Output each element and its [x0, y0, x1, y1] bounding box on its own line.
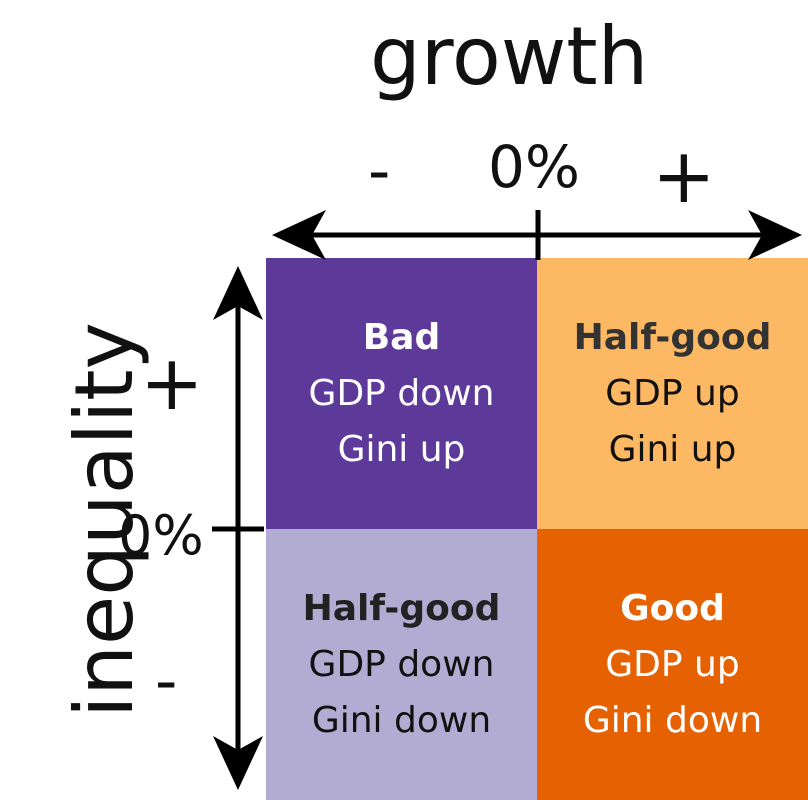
x-axis-zero-label: 0% [488, 133, 581, 201]
x-axis-plus-label: + [652, 131, 716, 220]
quadrant-half-good-bottom: Half-good GDP down Gini down [266, 529, 537, 800]
y-axis-down-arrow [213, 736, 263, 790]
quadrant-gdp: GDP up [605, 372, 740, 414]
quadrant-gini: Gini up [608, 428, 737, 470]
y-axis-plus-label: + [140, 338, 204, 427]
quadrant-heading: Good [620, 587, 725, 629]
quadrant-heading: Half-good [302, 587, 501, 629]
quadrant-half-good-top: Half-good GDP up Gini up [537, 258, 808, 529]
x-axis-minus-label: - [368, 134, 391, 207]
quadrant-gdp: GDP up [605, 643, 740, 685]
quadrant-good: Good GDP up Gini down [537, 529, 808, 800]
quadrant-gini: Gini down [582, 699, 763, 741]
x-axis-left-arrow [272, 210, 326, 260]
quadrant-bad: Bad GDP down Gini up [266, 258, 537, 529]
quadrant-gdp: GDP down [308, 372, 495, 414]
x-axis-title: growth [370, 10, 649, 103]
x-axis-right-arrow [748, 210, 802, 260]
y-axis-zero-label: 0% [118, 504, 204, 567]
quadrant-gdp: GDP down [308, 643, 495, 685]
y-axis-up-arrow [213, 266, 263, 320]
quadrant-heading: Half-good [573, 316, 772, 358]
quadrant-gini: Gini up [337, 428, 466, 470]
quadrant-heading: Bad [362, 316, 441, 358]
quadrant-gini: Gini down [311, 699, 492, 741]
y-axis-minus-label: - [155, 644, 178, 717]
